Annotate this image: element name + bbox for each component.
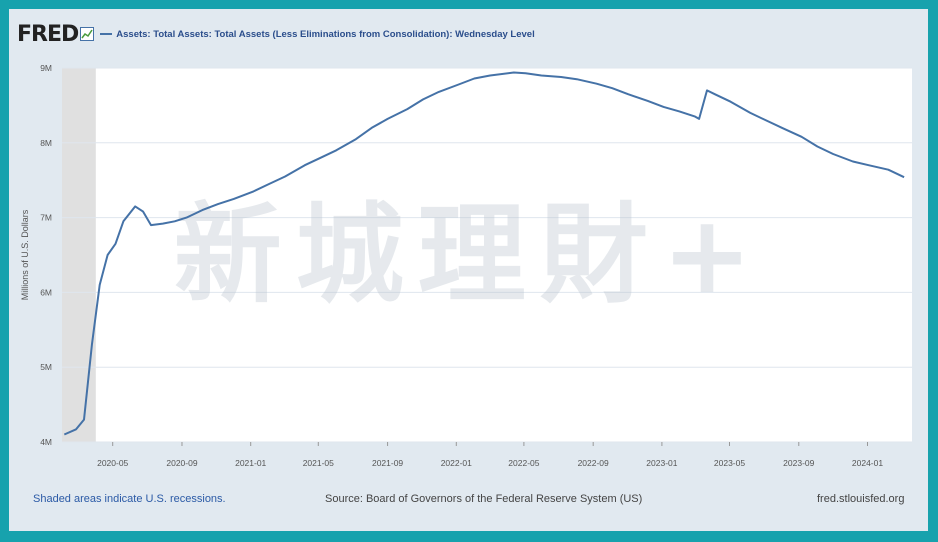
site-link[interactable]: fred.stlouisfed.org (817, 493, 905, 505)
x-tick-label: 2022-05 (508, 458, 539, 468)
source-note: Source: Board of Governors of the Federa… (325, 493, 643, 505)
y-tick-label: 9M (40, 63, 52, 73)
x-tick-label: 2020-05 (97, 458, 128, 468)
x-tick-label: 2021-05 (303, 458, 334, 468)
y-tick-label: 5M (40, 362, 52, 372)
x-tick-label: 2023-09 (783, 458, 814, 468)
y-tick-label: 6M (40, 287, 52, 297)
chart-header: FRED Assets: Total Assets: Total Assets … (17, 21, 535, 47)
x-tick-label: 2023-05 (714, 458, 745, 468)
x-tick-label: 2024-01 (852, 458, 883, 468)
x-tick-label: 2021-01 (235, 458, 266, 468)
y-tick-label: 7M (40, 213, 52, 223)
x-tick-label: 2023-01 (646, 458, 677, 468)
fred-logo[interactable]: FRED (17, 21, 79, 47)
fred-graph-icon (80, 27, 95, 41)
y-tick-label: 8M (40, 138, 52, 148)
watermark-text: 新城理財+ (174, 193, 767, 318)
plot-area (62, 68, 912, 442)
recession-note[interactable]: Shaded areas indicate U.S. recessions. (33, 493, 226, 505)
legend-swatch (100, 33, 113, 35)
x-tick-label: 2021-09 (372, 458, 403, 468)
x-tick-label: 2022-01 (441, 458, 472, 468)
x-tick-label: 2022-09 (578, 458, 609, 468)
recession-band (62, 68, 96, 442)
x-tick-label: 2020-09 (166, 458, 197, 468)
y-tick-label: 4M (40, 437, 52, 447)
y-axis-label: Millions of U.S. Dollars (20, 209, 30, 300)
legend-label[interactable]: Assets: Total Assets: Total Assets (Less… (116, 28, 535, 40)
series-line (63, 71, 905, 436)
